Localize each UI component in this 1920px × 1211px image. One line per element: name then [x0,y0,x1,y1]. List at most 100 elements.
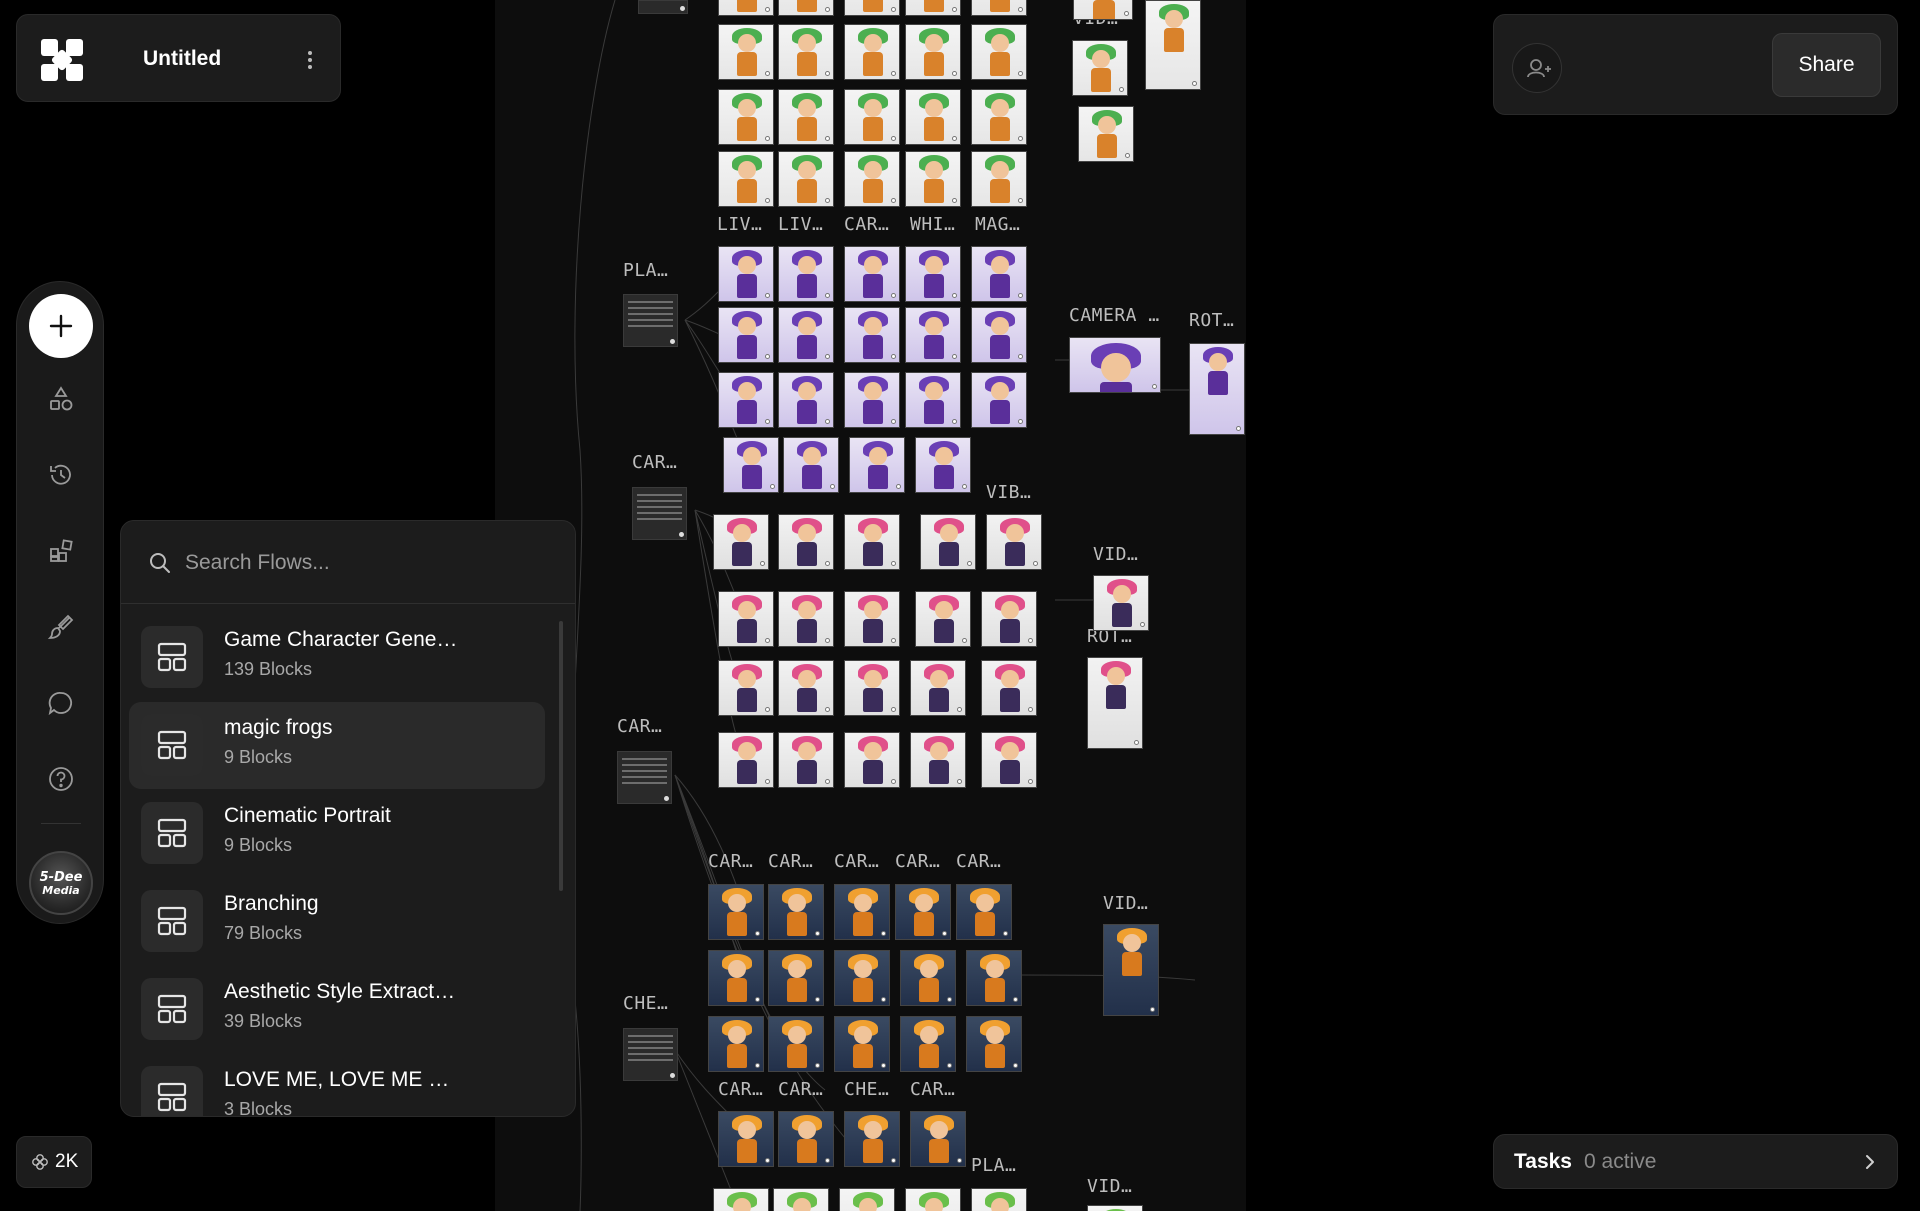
image-thumbnail[interactable] [773,1188,829,1211]
image-thumbnail[interactable] [1072,40,1128,96]
prompt-node[interactable] [617,751,672,804]
image-thumbnail[interactable] [844,24,900,80]
image-thumbnail[interactable] [713,1188,769,1211]
image-thumbnail[interactable] [778,514,834,570]
image-thumbnail[interactable] [844,514,900,570]
image-thumbnail[interactable] [708,884,764,940]
image-thumbnail[interactable] [844,89,900,145]
image-thumbnail[interactable] [910,732,966,788]
image-thumbnail[interactable] [834,950,890,1006]
image-thumbnail[interactable] [1078,106,1134,162]
image-thumbnail[interactable] [971,307,1027,363]
image-thumbnail[interactable] [905,246,961,302]
add-block-button[interactable] [29,294,93,358]
image-thumbnail[interactable] [844,0,900,16]
image-thumbnail[interactable] [718,89,774,145]
image-thumbnail[interactable] [778,591,834,647]
flow-list-item[interactable]: Branching 79 Blocks [129,878,545,965]
image-thumbnail[interactable] [778,1111,834,1167]
image-thumbnail[interactable] [834,1016,890,1072]
image-thumbnail[interactable] [905,1188,961,1211]
image-thumbnail[interactable] [966,1016,1022,1072]
image-thumbnail[interactable] [718,660,774,716]
image-thumbnail[interactable] [723,437,779,493]
flow-list-item[interactable]: Cinematic Portrait 9 Blocks [129,790,545,877]
image-thumbnail[interactable] [844,732,900,788]
more-options-icon[interactable] [300,48,320,72]
image-thumbnail[interactable] [1189,343,1245,435]
image-thumbnail[interactable] [718,372,774,428]
image-thumbnail[interactable] [708,950,764,1006]
image-thumbnail[interactable] [915,437,971,493]
image-thumbnail[interactable] [905,372,961,428]
image-thumbnail[interactable] [895,884,951,940]
help-tool[interactable] [39,757,83,801]
image-thumbnail[interactable] [718,151,774,207]
flow-list-item[interactable]: LOVE ME, LOVE ME … 3 Blocks [129,1054,545,1116]
image-thumbnail[interactable] [971,151,1027,207]
history-tool[interactable] [39,453,83,497]
shapes-tool[interactable] [39,377,83,421]
image-thumbnail[interactable] [844,1111,900,1167]
flow-canvas[interactable]: PLA… CAR… CAR… CHE… LIV… LIV… CAR… WHI… … [495,0,1246,1211]
search-flows-input[interactable] [185,543,545,583]
image-thumbnail[interactable] [1145,0,1201,90]
image-thumbnail[interactable] [844,660,900,716]
image-thumbnail[interactable] [778,732,834,788]
image-thumbnail[interactable] [844,307,900,363]
prompt-node[interactable] [638,0,688,14]
image-thumbnail[interactable] [981,660,1037,716]
image-thumbnail[interactable] [971,0,1027,16]
image-thumbnail[interactable] [905,151,961,207]
zoom-indicator[interactable]: 2K [16,1136,92,1188]
image-thumbnail[interactable] [986,514,1042,570]
share-button[interactable]: Share [1772,33,1881,97]
image-thumbnail[interactable] [905,307,961,363]
prompt-node[interactable] [623,1028,678,1081]
widgets-tool[interactable] [39,529,83,573]
image-thumbnail[interactable] [905,0,961,16]
flow-list-item[interactable]: Aesthetic Style Extract… 39 Blocks [129,966,545,1053]
tasks-bar[interactable]: Tasks 0 active [1493,1134,1898,1189]
image-thumbnail[interactable] [956,884,1012,940]
prompt-node[interactable] [623,294,678,347]
image-thumbnail[interactable] [718,591,774,647]
image-thumbnail[interactable] [844,372,900,428]
image-thumbnail[interactable] [915,591,971,647]
image-thumbnail[interactable] [708,1016,764,1072]
avatar[interactable]: 5-Dee Media [29,851,93,915]
image-thumbnail[interactable] [778,151,834,207]
image-thumbnail[interactable] [1069,337,1161,393]
image-thumbnail[interactable] [900,950,956,1006]
image-thumbnail[interactable] [1073,0,1133,20]
image-thumbnail[interactable] [981,591,1037,647]
image-thumbnail[interactable] [971,89,1027,145]
flow-list-item[interactable]: Game Character Gene… 139 Blocks [129,614,545,701]
image-thumbnail[interactable] [778,660,834,716]
image-thumbnail[interactable] [844,151,900,207]
image-thumbnail[interactable] [718,24,774,80]
scrollbar[interactable] [559,621,563,891]
app-logo-icon[interactable] [41,39,83,81]
image-thumbnail[interactable] [844,246,900,302]
image-thumbnail[interactable] [1103,924,1159,1016]
image-thumbnail[interactable] [778,24,834,80]
image-thumbnail[interactable] [981,732,1037,788]
image-thumbnail[interactable] [1087,657,1143,749]
image-thumbnail[interactable] [905,89,961,145]
image-thumbnail[interactable] [849,437,905,493]
image-thumbnail[interactable] [778,89,834,145]
image-thumbnail[interactable] [778,0,834,16]
image-thumbnail[interactable] [910,1111,966,1167]
image-thumbnail[interactable] [768,1016,824,1072]
image-thumbnail[interactable] [971,246,1027,302]
image-thumbnail[interactable] [966,950,1022,1006]
project-title[interactable]: Untitled [143,47,222,70]
image-thumbnail[interactable] [783,437,839,493]
add-user-button[interactable] [1512,43,1562,93]
image-thumbnail[interactable] [900,1016,956,1072]
prompt-node[interactable] [632,487,687,540]
image-thumbnail[interactable] [713,514,769,570]
image-thumbnail[interactable] [768,950,824,1006]
image-thumbnail[interactable] [718,307,774,363]
